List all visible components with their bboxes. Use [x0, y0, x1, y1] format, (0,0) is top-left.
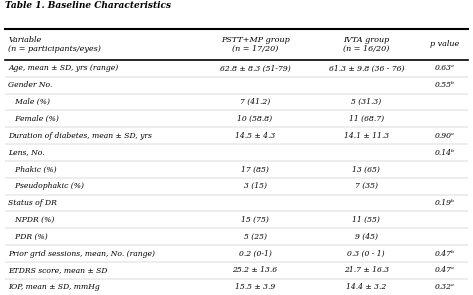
Text: 25.2 ± 13.6: 25.2 ± 13.6	[232, 266, 278, 274]
Text: 0.2 (0-1): 0.2 (0-1)	[238, 250, 272, 258]
Text: 0.55ᵇ: 0.55ᵇ	[435, 81, 455, 89]
Text: Male (%): Male (%)	[9, 98, 51, 106]
Text: 11 (55): 11 (55)	[352, 216, 380, 224]
Text: IVTA group
(n = 16/20): IVTA group (n = 16/20)	[343, 36, 389, 53]
Text: PSTT+MP group
(n = 17/20): PSTT+MP group (n = 17/20)	[221, 36, 289, 53]
Text: 61.3 ± 9.8 (36 - 76): 61.3 ± 9.8 (36 - 76)	[329, 64, 404, 72]
Text: 14.1 ± 11.3: 14.1 ± 11.3	[344, 132, 389, 140]
Text: 10 (58.8): 10 (58.8)	[237, 115, 272, 123]
Text: Prior grid sessions, mean, No. (range): Prior grid sessions, mean, No. (range)	[9, 250, 156, 258]
Text: 0.19ᵇ: 0.19ᵇ	[435, 199, 455, 207]
Text: Age, mean ± SD, yrs (range): Age, mean ± SD, yrs (range)	[9, 64, 119, 72]
Text: Female (%): Female (%)	[9, 115, 59, 123]
Text: IOP, mean ± SD, mmHg: IOP, mean ± SD, mmHg	[9, 283, 100, 291]
Text: 7 (41.2): 7 (41.2)	[240, 98, 270, 106]
Text: 0.47ᵇ: 0.47ᵇ	[435, 250, 455, 258]
Text: 0.90ᵃ: 0.90ᵃ	[435, 132, 455, 140]
Text: Phakic (%): Phakic (%)	[9, 165, 57, 173]
Text: 0.14ᵇ: 0.14ᵇ	[435, 149, 455, 157]
Text: 14.5 ± 4.3: 14.5 ± 4.3	[235, 132, 275, 140]
Text: Table 1. Baseline Characteristics: Table 1. Baseline Characteristics	[5, 1, 171, 11]
Text: 0.63ᵃ: 0.63ᵃ	[435, 64, 455, 72]
Text: 0.3 (0 - 1): 0.3 (0 - 1)	[348, 250, 385, 258]
Text: 0.32ᵃ: 0.32ᵃ	[435, 283, 455, 291]
Text: 21.7 ± 16.3: 21.7 ± 16.3	[344, 266, 389, 274]
Text: 13 (65): 13 (65)	[352, 165, 380, 173]
Text: NPDR (%): NPDR (%)	[9, 216, 55, 224]
Text: 15.5 ± 3.9: 15.5 ± 3.9	[235, 283, 275, 291]
Text: Variable
(n = participants/eyes): Variable (n = participants/eyes)	[9, 36, 101, 53]
Text: 11 (68.7): 11 (68.7)	[349, 115, 384, 123]
Text: 15 (75): 15 (75)	[241, 216, 269, 224]
Text: PDR (%): PDR (%)	[9, 233, 48, 241]
Text: Lens, No.: Lens, No.	[9, 149, 45, 157]
Text: Pseudophakic (%): Pseudophakic (%)	[9, 182, 85, 190]
Text: Duration of diabetes, mean ± SD, yrs: Duration of diabetes, mean ± SD, yrs	[9, 132, 152, 140]
Text: Gender No.: Gender No.	[9, 81, 53, 89]
Text: 5 (25): 5 (25)	[244, 233, 267, 241]
Text: 62.8 ± 8.3 (51-79): 62.8 ± 8.3 (51-79)	[219, 64, 290, 72]
Text: 3 (15): 3 (15)	[244, 182, 267, 190]
Text: 9 (45): 9 (45)	[355, 233, 378, 241]
Text: 0.47ᵃ: 0.47ᵃ	[435, 266, 455, 274]
Text: ETDRS score, mean ± SD: ETDRS score, mean ± SD	[9, 266, 108, 274]
Text: Status of DR: Status of DR	[9, 199, 57, 207]
Text: 5 (31.3): 5 (31.3)	[351, 98, 381, 106]
Text: 14.4 ± 3.2: 14.4 ± 3.2	[346, 283, 386, 291]
Text: 17 (85): 17 (85)	[241, 165, 269, 173]
Text: 7 (35): 7 (35)	[355, 182, 378, 190]
Text: p value: p value	[430, 40, 460, 48]
